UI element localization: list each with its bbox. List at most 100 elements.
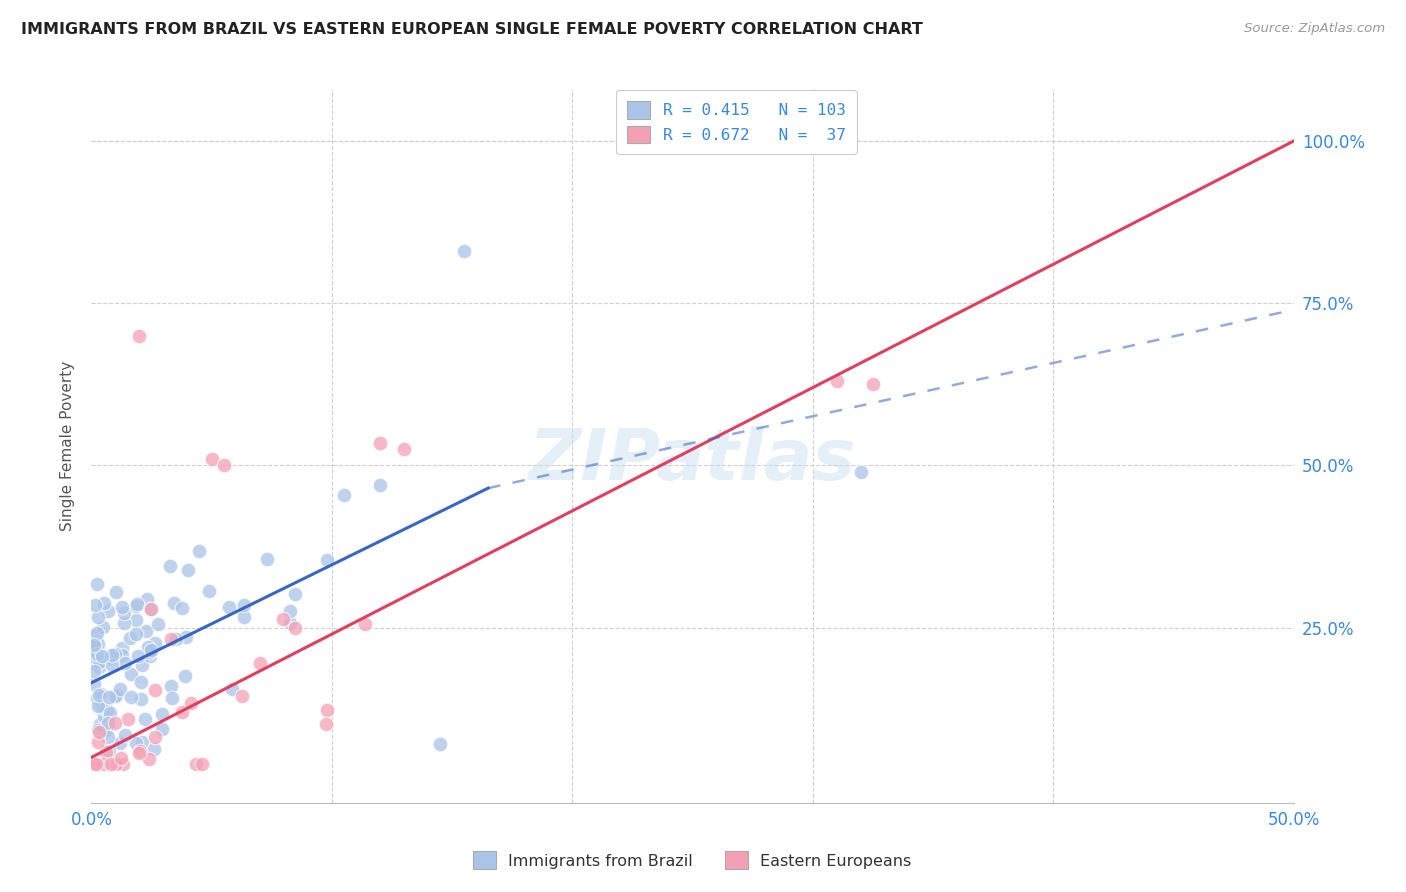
Point: [86, 690, 108, 705]
Point: [218, 600, 240, 615]
Point: [862, 377, 884, 392]
Point: [83, 656, 105, 670]
Point: [83, 664, 105, 678]
Point: [141, 602, 163, 616]
Point: [114, 656, 136, 670]
Y-axis label: Single Female Poverty: Single Female Poverty: [60, 361, 76, 531]
Point: [136, 640, 159, 654]
Point: [198, 584, 221, 599]
Point: [143, 731, 166, 745]
Point: [91, 756, 114, 771]
Point: [86, 723, 108, 737]
Point: [271, 612, 294, 626]
Point: [138, 752, 160, 766]
Point: [84, 756, 107, 771]
Point: [87, 609, 110, 624]
Point: [212, 458, 235, 473]
Point: [284, 587, 307, 601]
Point: [87, 660, 110, 674]
Point: [221, 682, 243, 697]
Point: [128, 328, 150, 343]
Point: [284, 621, 307, 635]
Point: [83, 639, 105, 653]
Point: [134, 712, 156, 726]
Point: [98, 744, 121, 758]
Point: [89, 655, 111, 669]
Point: [172, 601, 194, 615]
Point: [142, 742, 165, 756]
Point: [86, 626, 108, 640]
Point: [146, 616, 169, 631]
Legend: Immigrants from Brazil, Eastern Europeans: Immigrants from Brazil, Eastern European…: [465, 844, 920, 877]
Point: [127, 648, 149, 663]
Text: ZIPatlas: ZIPatlas: [529, 425, 856, 495]
Point: [100, 657, 122, 672]
Point: [165, 632, 187, 647]
Point: [86, 648, 108, 662]
Point: [83, 677, 105, 691]
Point: [97, 715, 120, 730]
Point: [825, 374, 848, 388]
Text: Source: ZipAtlas.com: Source: ZipAtlas.com: [1244, 22, 1385, 36]
Point: [160, 679, 183, 693]
Point: [104, 584, 127, 599]
Point: [201, 452, 224, 467]
Point: [249, 656, 271, 670]
Point: [141, 642, 163, 657]
Point: [108, 735, 131, 749]
Point: [125, 736, 148, 750]
Point: [160, 690, 183, 705]
Point: [108, 681, 131, 696]
Point: [152, 706, 174, 721]
Point: [333, 488, 356, 502]
Point: [150, 722, 173, 736]
Point: [315, 717, 337, 731]
Point: [173, 669, 195, 683]
Point: [93, 709, 115, 723]
Point: [233, 610, 256, 624]
Point: [89, 717, 111, 731]
Point: [93, 596, 115, 610]
Point: [112, 606, 135, 620]
Point: [160, 632, 183, 646]
Text: IMMIGRANTS FROM BRAZIL VS EASTERN EUROPEAN SINGLE FEMALE POVERTY CORRELATION CHA: IMMIGRANTS FROM BRAZIL VS EASTERN EUROPE…: [21, 22, 922, 37]
Point: [83, 636, 105, 650]
Point: [256, 552, 278, 566]
Point: [125, 597, 148, 611]
Point: [86, 735, 108, 749]
Point: [100, 651, 122, 665]
Point: [114, 728, 136, 742]
Point: [104, 716, 127, 731]
Point: [100, 756, 122, 771]
Point: [120, 667, 142, 681]
Point: [87, 725, 110, 739]
Point: [98, 690, 121, 705]
Point: [232, 598, 254, 612]
Point: [97, 604, 120, 618]
Point: [429, 738, 451, 752]
Point: [91, 648, 114, 663]
Point: [135, 624, 157, 638]
Point: [316, 553, 339, 567]
Point: [139, 645, 162, 659]
Point: [120, 690, 142, 704]
Point: [180, 696, 202, 710]
Point: [111, 648, 134, 663]
Point: [849, 465, 872, 479]
Point: [131, 692, 153, 706]
Point: [98, 706, 121, 720]
Point: [83, 598, 105, 612]
Point: [87, 637, 110, 651]
Point: [97, 731, 120, 745]
Point: [278, 616, 301, 631]
Point: [112, 616, 135, 631]
Point: [83, 648, 105, 663]
Point: [392, 442, 415, 457]
Point: [104, 647, 127, 661]
Point: [87, 689, 110, 703]
Point: [111, 600, 134, 615]
Point: [90, 699, 112, 714]
Point: [159, 558, 181, 573]
Point: [163, 596, 186, 610]
Point: [124, 627, 146, 641]
